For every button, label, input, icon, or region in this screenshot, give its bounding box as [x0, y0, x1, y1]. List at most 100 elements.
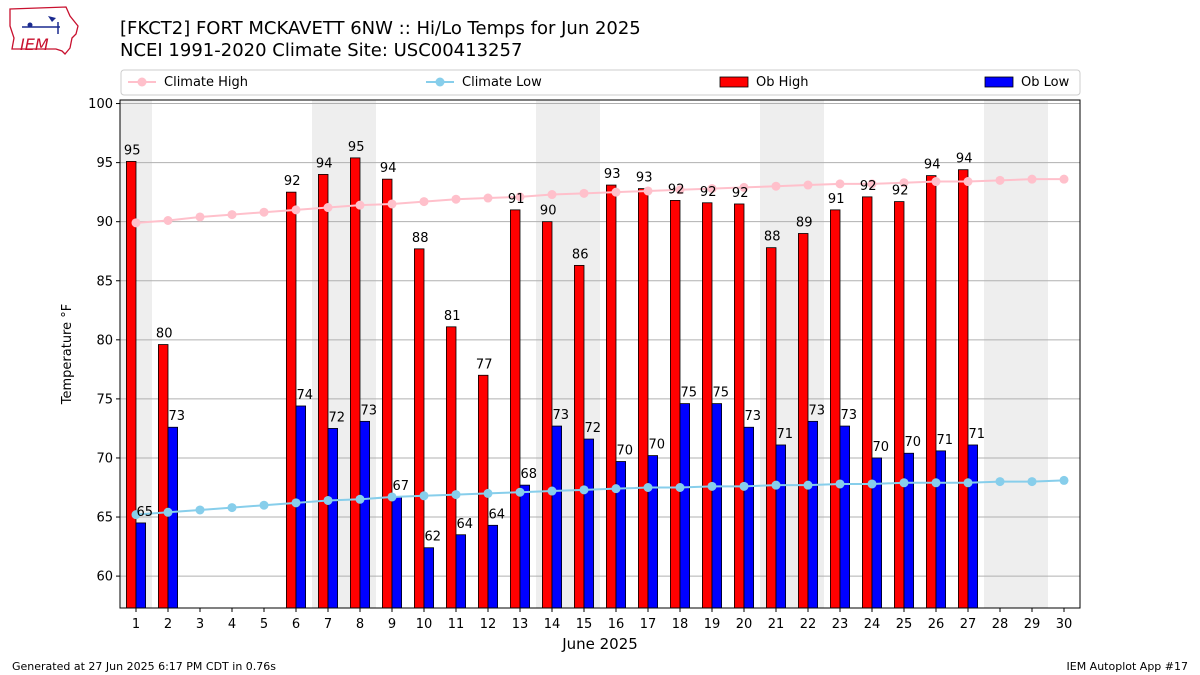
ob-low-bar: [391, 496, 403, 608]
weekend-shade: [1016, 100, 1048, 608]
x-tick-label: 12: [480, 617, 497, 632]
ob-high-bar: [317, 174, 329, 608]
x-tick-label: 1: [132, 617, 140, 632]
ob-high-bar: [349, 157, 361, 608]
ob-low-bar: [455, 534, 467, 608]
climate-high-point: [515, 192, 525, 202]
y-tick-label: 90: [96, 215, 113, 230]
climate-low-point: [227, 503, 237, 513]
ob-low-label: 67: [393, 479, 410, 494]
ob-high-bar: [606, 184, 617, 608]
climate-low-point: [803, 480, 813, 490]
ob-low-label: 72: [585, 421, 602, 436]
ob-high-label: 88: [764, 230, 781, 245]
ob-low-label: 73: [169, 409, 186, 424]
ob-high-label: 93: [636, 171, 653, 186]
legend-climate-low: Climate Low: [426, 75, 542, 90]
x-tick-label: 10: [416, 617, 433, 632]
ob-low-bar: [967, 444, 979, 608]
legend-climate-high: Climate High: [128, 75, 248, 90]
ob-low-bar: [487, 524, 499, 608]
ob-high-label: 77: [476, 357, 493, 372]
ob-high-bar: [285, 191, 297, 608]
legend-climate-low-swatch-marker: [435, 77, 445, 87]
ob-low-label: 70: [873, 440, 890, 455]
ob-low-bar: [135, 522, 147, 608]
ob-low-label: 75: [713, 386, 730, 401]
climate-high-point: [643, 186, 653, 196]
ob-low-bar: [295, 405, 307, 608]
ob-low-bar: [583, 438, 595, 608]
y-tick-label: 70: [96, 451, 113, 466]
climate-high-point: [547, 190, 557, 200]
climate-low-point: [1059, 475, 1069, 485]
climate-low-point: [643, 482, 653, 492]
ob-low-label: 70: [649, 438, 666, 453]
x-tick-label: 30: [1056, 617, 1073, 632]
climate-high-point: [931, 177, 941, 187]
ob-low-label: 73: [361, 403, 378, 418]
y-tick-label: 95: [96, 156, 113, 171]
x-tick-label: 20: [736, 617, 753, 632]
x-tick-label: 4: [228, 617, 236, 632]
x-tick-label: 3: [196, 617, 204, 632]
ob-high-label: 88: [412, 231, 429, 246]
climate-low-point: [707, 481, 717, 491]
y-tick-label: 65: [96, 511, 113, 526]
x-tick-label: 2: [164, 617, 172, 632]
x-tick-label: 24: [864, 617, 881, 632]
climate-low-point: [259, 500, 269, 510]
ob-low-label: 73: [809, 403, 826, 418]
ob-high-label: 90: [540, 204, 557, 219]
iem-logo: IEM: [9, 6, 79, 55]
logo-text: IEM: [20, 35, 49, 54]
ob-high-label: 94: [956, 152, 973, 167]
chart-subtitle: NCEI 1991-2020 Climate Site: USC00413257: [120, 40, 523, 61]
x-tick-label: 27: [960, 617, 977, 632]
climate-high-point: [707, 184, 717, 194]
ob-high-label: 92: [284, 174, 301, 189]
chart-title: [FKCT2] FORT MCKAVETT 6NW :: Hi/Lo Temps…: [120, 18, 641, 39]
generated-note: Generated at 27 Jun 2025 6:17 PM CDT in …: [12, 660, 277, 673]
climate-high-point: [131, 218, 141, 228]
ob-high-bar: [894, 201, 905, 608]
ob-low-label: 74: [297, 388, 314, 403]
climate-high-point: [611, 187, 621, 197]
ob-high-label: 93: [604, 167, 621, 182]
ob-low-label: 73: [841, 408, 858, 423]
climate-high-point: [451, 194, 461, 204]
y-axis-label: Temperature °F: [60, 304, 75, 405]
y-tick-label: 100: [88, 97, 113, 112]
x-tick-label: 14: [544, 617, 561, 632]
x-tick-label: 21: [768, 617, 785, 632]
ob-high-bar: [445, 326, 457, 608]
ob-low-bar: [423, 547, 435, 608]
ob-high-bar: [126, 161, 137, 608]
ob-high-label: 92: [860, 179, 877, 194]
climate-low-point: [611, 484, 621, 494]
ob-low-bar: [615, 461, 627, 608]
ob-high-label: 89: [796, 215, 813, 230]
ob-low-label: 64: [457, 517, 474, 532]
x-tick-label: 5: [260, 617, 268, 632]
ob-low-label: 73: [745, 409, 762, 424]
ob-high-bar: [509, 209, 521, 608]
ob-low-bar: [775, 444, 787, 608]
legend-ob-high-swatch: [719, 76, 749, 88]
climate-high-point: [291, 205, 301, 215]
ob-high-label: 92: [732, 186, 749, 201]
ob-low-bar: [359, 420, 371, 608]
ob-high-bar: [830, 209, 841, 608]
x-tick-label: 6: [292, 617, 300, 632]
ob-high-label: 92: [892, 184, 909, 199]
ob-high-bar: [670, 200, 681, 608]
x-tick-label: 11: [448, 617, 465, 632]
climate-low-point: [675, 482, 685, 492]
ob-low-bar: [903, 452, 915, 608]
climate-high-point: [803, 180, 813, 190]
y-tick-label: 85: [96, 274, 113, 289]
climate-low-point: [387, 492, 397, 502]
climate-high-point: [675, 185, 685, 195]
x-tick-label: 9: [388, 617, 396, 632]
ob-high-label: 81: [444, 309, 461, 324]
